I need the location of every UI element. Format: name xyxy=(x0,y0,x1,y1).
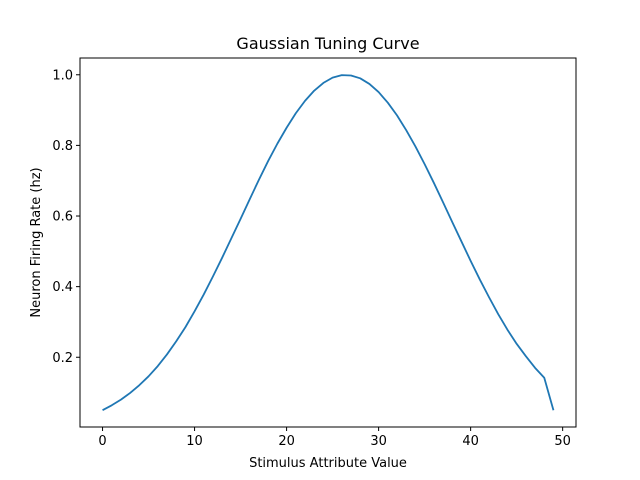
series-line xyxy=(102,74,555,412)
y-tick-label: 0.8 xyxy=(52,139,73,154)
x-tick-label: 10 xyxy=(186,434,203,449)
chart-title: Gaussian Tuning Curve xyxy=(236,34,419,53)
y-axis: 0.2 0.4 0.6 0.8 1.0 xyxy=(52,68,80,366)
x-tick-label: 20 xyxy=(278,434,295,449)
y-axis-label: Neuron Firing Rate (hz) xyxy=(29,167,44,317)
y-tick-label: 0.6 xyxy=(52,210,73,225)
x-tick-label: 30 xyxy=(370,434,387,449)
y-tick-label: 1.0 xyxy=(52,68,73,83)
x-tick-label: 0 xyxy=(98,434,106,449)
plot-area xyxy=(102,74,555,412)
x-tick-label: 40 xyxy=(462,434,479,449)
x-axis: 0 10 20 30 40 50 xyxy=(98,427,571,449)
axes-frame xyxy=(79,57,577,428)
x-tick-label: 50 xyxy=(554,434,571,449)
y-tick-label: 0.2 xyxy=(52,351,73,366)
y-tick-label: 0.4 xyxy=(52,280,73,295)
x-axis-label: Stimulus Attribute Value xyxy=(249,456,407,471)
